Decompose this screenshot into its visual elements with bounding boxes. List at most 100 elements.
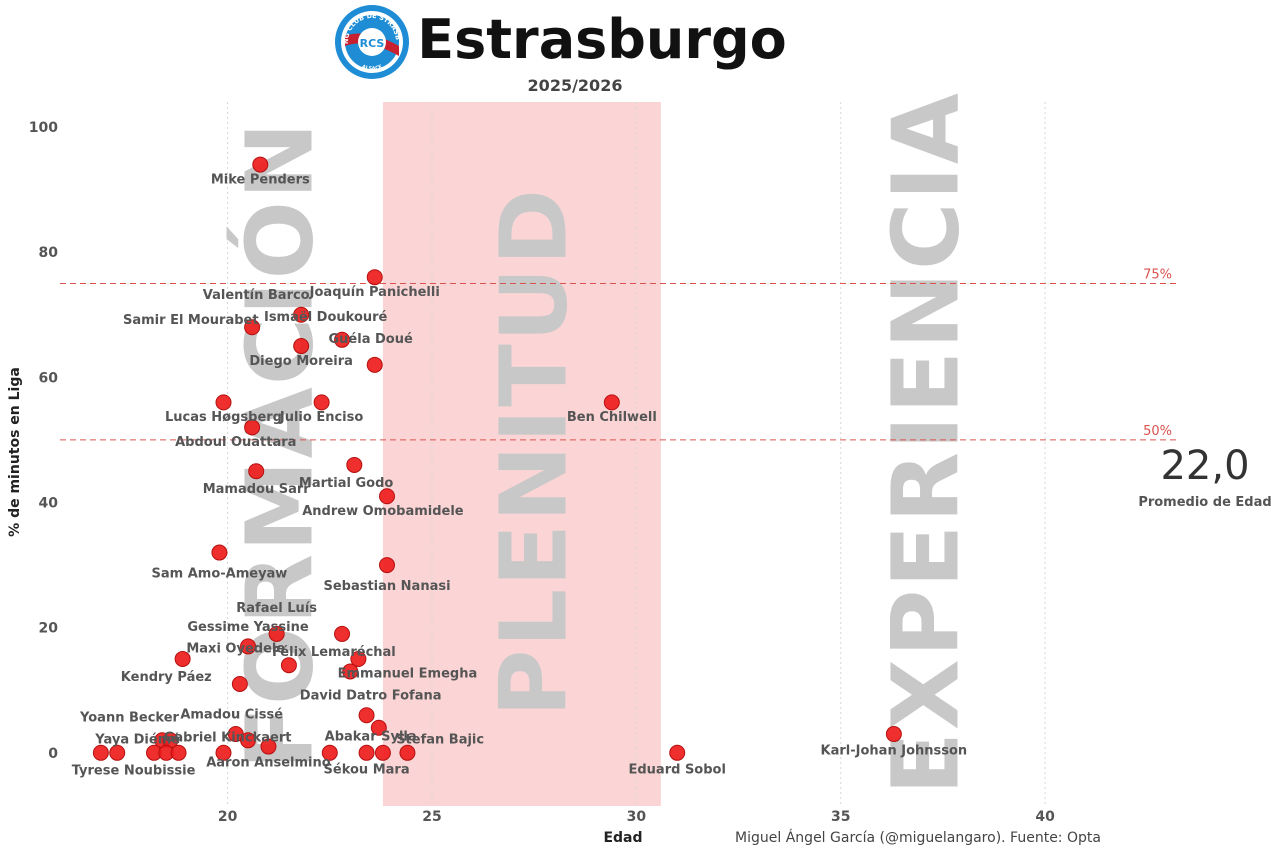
y-tick-labels: 0 20 40 60 80 100 [29, 120, 58, 762]
x-axis-title: Edad [603, 830, 642, 846]
point-label: Joaquín Panichelli [309, 285, 440, 300]
y-tick-label: 40 [39, 495, 59, 511]
data-point [240, 638, 257, 655]
zone-label-plenitud: PLENITUD [480, 187, 587, 717]
data-point [669, 744, 686, 761]
svg-text:ALSACE: ALSACE [361, 64, 384, 73]
reference-line-label: 50% [1143, 424, 1172, 439]
point-label: David Datro Fofana [300, 689, 442, 704]
data-point [334, 331, 351, 348]
point-label: Eduard Sobol [628, 762, 725, 777]
point-label: Aaron Anselmino [206, 756, 331, 771]
logo-monogram: RCS [360, 37, 385, 50]
y-axis-title: % de minutos en Liga [7, 367, 23, 537]
data-point [268, 625, 285, 642]
data-point [342, 663, 359, 680]
zone-label-experiencia: EXPERIENCIA [872, 91, 979, 795]
point-label: Lucas Høgsberg [165, 410, 282, 425]
point-label: Emmanuel Emegha [338, 667, 478, 682]
data-point [211, 544, 228, 561]
point-label: Sékou Mara [324, 762, 410, 777]
zone-label-formacion: FORMACIÓN [224, 120, 333, 770]
point-label: Yoann Becker [79, 711, 180, 726]
x-tick-label: 35 [831, 809, 850, 825]
point-label: Sebastian Nanasi [323, 579, 450, 594]
average-age-value: 22,0 [1160, 443, 1249, 489]
plenitud-band [382, 102, 661, 806]
x-tick-label: 30 [627, 809, 647, 825]
data-point [358, 707, 375, 724]
reference-line-label: 75% [1143, 267, 1172, 282]
data-point [346, 456, 363, 473]
point-label: Abakar Sylla [325, 729, 417, 744]
data-point [244, 319, 261, 336]
logo-region: ALSACE [361, 64, 384, 73]
club-logo: RCS RACING CLUB DE STRASBOURG ALSACE [335, 5, 409, 79]
reference-lines: 75% 50% [60, 267, 1180, 441]
data-point [366, 269, 383, 286]
point-label: Gabriel Kinckaert [164, 731, 292, 746]
data-point [603, 394, 620, 411]
point-label: Sam Amo-Ameyaw [152, 567, 288, 582]
point-label: Guéla Doué [329, 332, 413, 347]
average-age-label: Promedio de Edad [1138, 495, 1271, 510]
data-point [248, 463, 265, 480]
data-point [293, 306, 310, 323]
x-tick-label: 20 [218, 809, 238, 825]
data-point [231, 675, 248, 692]
point-label: Yaya Diémé [94, 732, 180, 747]
y-tick-label: 100 [29, 120, 58, 136]
point-label: Samir El Mourabet [123, 313, 259, 328]
point-label: Amadou Cissé [180, 707, 283, 722]
point-label: Kendry Páez [121, 670, 212, 685]
data-point [885, 726, 902, 743]
point-label: Karl-Johan Johnsson [821, 744, 968, 759]
point-label: Martial Godo [299, 476, 393, 491]
point-label: Julio Enciso [279, 410, 363, 425]
x-tick-label: 25 [422, 809, 441, 825]
point-label: Maxi Oyedele [186, 642, 285, 657]
source-credit: Miguel Ángel García (@miguelangaro). Fue… [735, 829, 1101, 846]
x-gridlines [227, 102, 1046, 806]
data-point [215, 744, 232, 761]
data-point [240, 732, 257, 749]
data-point [174, 650, 191, 667]
data-point [215, 394, 232, 411]
y-tick-label: 60 [39, 370, 59, 386]
point-label: Ben Chilwell [567, 410, 657, 425]
y-tick-label: 80 [39, 245, 59, 261]
data-point [260, 738, 277, 755]
data-point [379, 488, 396, 505]
data-point [280, 657, 297, 674]
point-label: Valentín Barco [203, 288, 310, 303]
data-point [244, 419, 261, 436]
data-point [366, 356, 383, 373]
point-label: Andrew Omobamidele [302, 504, 464, 519]
point-label: Mike Penders [211, 172, 310, 187]
point-label: Félix Lemaréchal [272, 645, 396, 660]
point-label: Abdoul Ouattara [175, 435, 296, 450]
data-point [358, 744, 375, 761]
point-label: Tyrese Noubissie [72, 764, 196, 779]
y-tick-label: 0 [48, 746, 58, 762]
chart-title: Estrasburgo [417, 8, 787, 71]
data-point [92, 744, 109, 761]
point-label: Diego Moreira [249, 354, 353, 369]
x-tick-label: 40 [1035, 809, 1055, 825]
point-label: Gessime Yassine [187, 620, 308, 635]
point-label: Mamadou Sarr [203, 482, 311, 497]
point-label: Stefan Bajic [396, 732, 484, 747]
data-point [334, 625, 351, 642]
data-point [370, 719, 387, 736]
data-point [321, 744, 338, 761]
data-point [399, 744, 416, 761]
data-point [293, 338, 310, 355]
data-point [170, 744, 187, 761]
data-point [109, 744, 126, 761]
y-tick-label: 20 [39, 621, 59, 637]
data-point [350, 650, 367, 667]
point-label: Rafael Luís [236, 601, 317, 616]
data-point [252, 156, 269, 173]
